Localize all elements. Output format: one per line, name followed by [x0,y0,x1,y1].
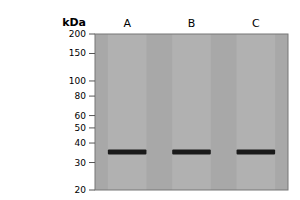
gel-background [95,34,288,190]
lane-label: B [188,17,196,30]
lane [108,34,147,190]
gel-frame [95,34,288,190]
lane-label: C [252,17,260,30]
y-tick [89,162,95,163]
y-tick [89,143,95,144]
y-tick-label: 200 [69,29,86,39]
band [237,150,276,155]
chart: 200 150 100 80 60 50 40 30 20 kDa A B C [0,0,300,200]
y-tick [89,34,95,35]
band [172,150,211,155]
y-tick [89,190,95,191]
y-tick-label: 150 [69,48,86,58]
y-tick [89,53,95,54]
y-tick [89,96,95,97]
y-tick [89,115,95,116]
y-tick-label: 60 [75,111,87,121]
lanes [108,34,275,190]
y-tick-label: 20 [75,185,87,195]
y-axis-label: kDa [62,16,86,29]
y-tick-label: 30 [75,158,87,168]
y-tick-label: 80 [75,91,87,101]
y-tick [89,80,95,81]
y-tick-label: 100 [69,76,86,86]
lane [237,34,276,190]
y-tick [89,127,95,128]
band [108,150,147,155]
lane-label: A [123,17,131,30]
y-tick-label: 50 [75,123,87,133]
y-tick-label: 40 [75,138,87,148]
lane [172,34,211,190]
